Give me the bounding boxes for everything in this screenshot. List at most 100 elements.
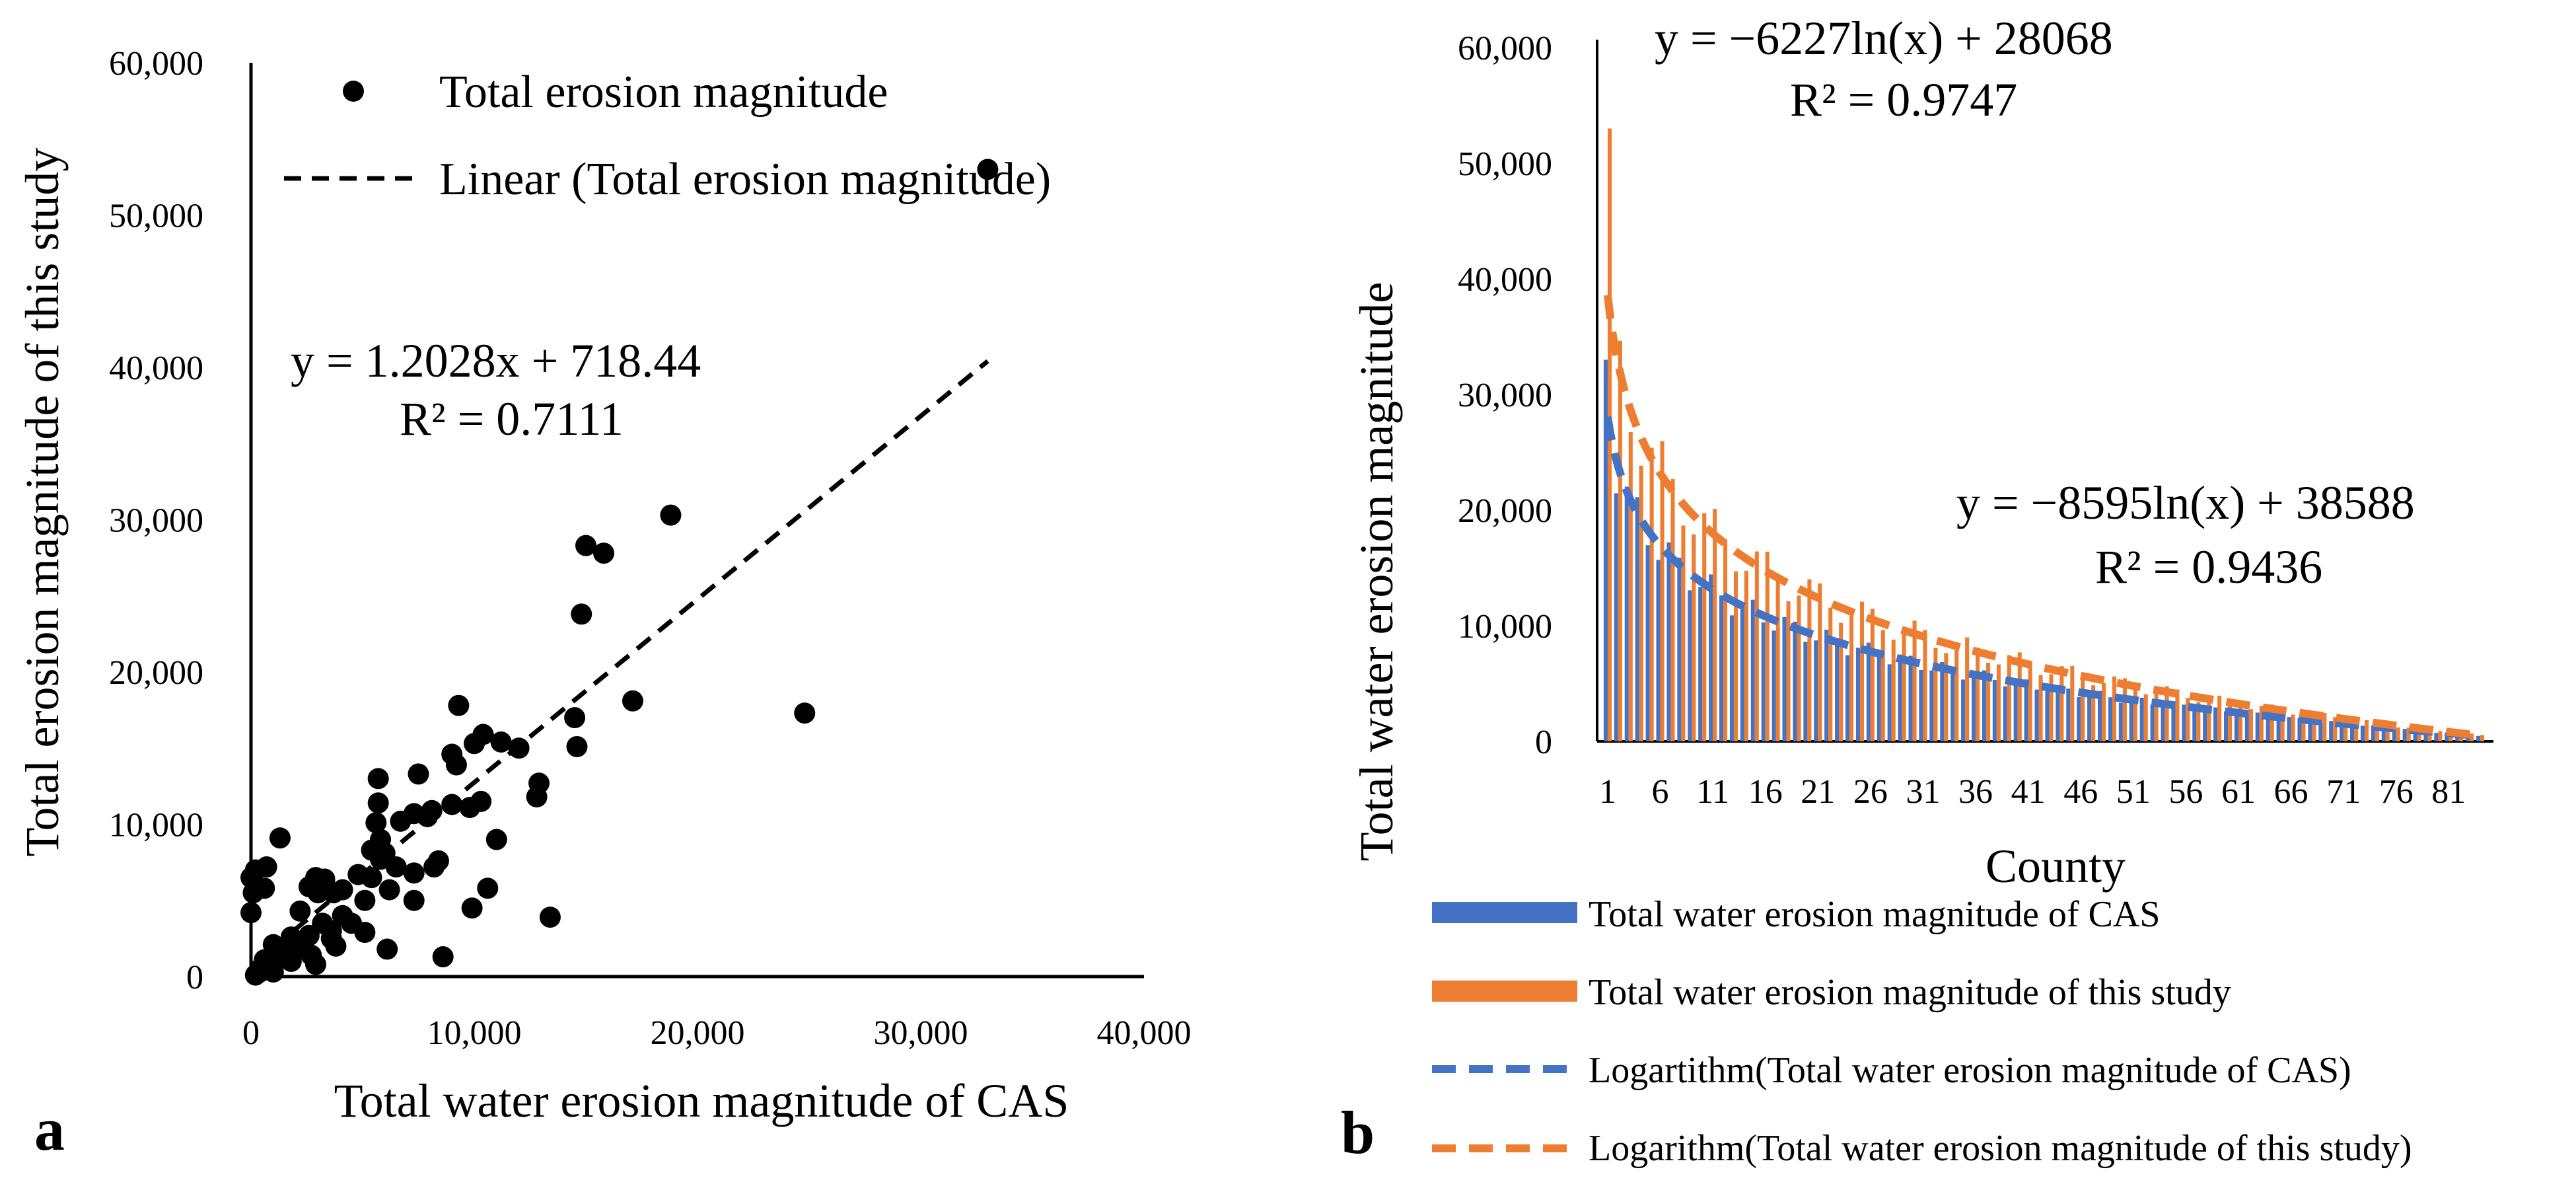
panel-a-scatter-chart: 0 10,000 20,000 30,000 40,000 50,000 60,000 0 1…	[16, 45, 1192, 1163]
panel-a-data-point	[347, 864, 369, 885]
panel-b-bar-this-study	[2122, 678, 2127, 741]
panel-b-bar-cas	[1782, 616, 1787, 741]
panel-b-bar-cas	[2381, 727, 2386, 741]
panel-b-bar-cas	[1603, 359, 1608, 741]
panel-b-bar-cas	[1771, 630, 1776, 741]
panel-b-bar-this-study	[2396, 727, 2400, 741]
panel-b-bar-cas	[1929, 670, 1934, 741]
panel-a-data-point	[390, 810, 411, 832]
panel-a-letter: a	[34, 1096, 65, 1163]
panel-b-legend-log-cas-label: Logartithm(Total water erosion magnitude…	[1589, 1050, 2351, 1091]
panel-b-bar-cas	[2097, 690, 2102, 741]
panel-b-bar-this-study	[2165, 686, 2169, 741]
panel-b-bar-cas	[2476, 735, 2481, 741]
panel-b-bar-cas	[1793, 621, 1797, 741]
panel-b-bar-cas	[2139, 697, 2144, 741]
panel-b-letter: b	[1341, 1099, 1375, 1166]
panel-b-bar-cas	[2234, 716, 2238, 741]
panel-a-x-tick-label: 10,000	[427, 1014, 522, 1052]
panel-b-y-tick-label: 10,000	[1458, 608, 1552, 646]
panel-b-bar-this-study	[2322, 713, 2327, 741]
panel-b-bar-this-study	[1828, 607, 1833, 741]
panel-b-bar-cas	[1729, 615, 1734, 741]
panel-b-legend-swatch-cas	[1432, 902, 1577, 923]
panel-a-equation: y = 1.2028x + 718.44	[291, 334, 701, 387]
panel-a-y-tick-label: 30,000	[109, 502, 203, 540]
panel-a-data-point	[571, 603, 592, 625]
panel-b-x-tick-label: 41	[2011, 773, 2046, 811]
panel-b-bar-this-study	[2259, 706, 2264, 741]
panel-a-data-point	[240, 867, 262, 889]
panel-a-data-point	[240, 902, 262, 924]
panel-a-data-point	[367, 768, 389, 790]
panel-b-bar-cas	[1971, 675, 1976, 741]
panel-b-bar-this-study	[1880, 630, 1885, 741]
panel-a-data-point	[376, 938, 398, 960]
panel-b-bar-cas	[2171, 702, 2176, 741]
panel-b-bar-cas	[1961, 679, 1966, 741]
panel-a-y-tick-label: 20,000	[109, 654, 203, 692]
panel-a-data-point	[564, 707, 586, 729]
panel-b-bar-this-study	[1902, 630, 1906, 741]
panel-b-x-tick-label: 6	[1652, 773, 1669, 811]
panel-b-bar-cas	[2223, 711, 2229, 741]
panel-b-bar-this-study	[1912, 620, 1917, 741]
panel-b-x-tick-label: 26	[1853, 773, 1888, 811]
panel-b-bar-cas	[1845, 655, 1850, 741]
panel-b-bar-cas	[2266, 717, 2270, 741]
panel-b-bar-this-study	[2112, 676, 2117, 741]
panel-b-x-tick-label: 66	[2274, 773, 2308, 811]
panel-b-bar-cas	[2413, 729, 2417, 741]
panel-b-x-tick-label: 1	[1599, 773, 1616, 811]
panel-a-y-tick-label: 0	[186, 959, 203, 996]
panel-b-legend-cas-label: Total water erosion magnitude of CAS	[1589, 894, 2160, 935]
panel-b-bar-cas	[2077, 697, 2081, 741]
panel-b-bar-cas	[2003, 686, 2007, 741]
panel-b-bar-cas	[1688, 590, 1692, 741]
panel-a-data-point	[354, 889, 376, 911]
panel-b-bar-cas	[2329, 721, 2334, 741]
panel-b-bar-this-study	[1786, 601, 1791, 741]
panel-a-data-point	[445, 754, 467, 776]
panel-b-bar-this-study	[1839, 622, 1843, 741]
panel-b-bar-cas	[1740, 603, 1744, 741]
panel-b-bar-this-study	[1923, 630, 1927, 741]
panel-b-bar-this-study	[1692, 534, 1696, 741]
panel-b-bar-cas	[2423, 732, 2428, 741]
panel-b-bar-this-study	[1702, 513, 1707, 741]
panel-b-bar-this-study	[2301, 716, 2306, 741]
panel-b-bar-cas	[2045, 691, 2050, 741]
panel-a-data-point	[794, 702, 816, 724]
panel-b-bar-this-study	[1986, 662, 1991, 741]
panel-b-bar-cas	[2402, 729, 2407, 741]
panel-b-equation-top: y = −6227ln(x) + 28068	[1655, 12, 2113, 65]
panel-b-bar-cas	[1803, 642, 1808, 741]
panel-b-bar-this-study	[2312, 713, 2316, 741]
panel-b-bar-cas	[1898, 654, 1902, 741]
panel-b-x-tick-label: 31	[1906, 773, 1940, 811]
panel-b-bar-cas	[1814, 640, 1818, 741]
panel-b-bar-cas	[1824, 629, 1829, 741]
panel-b-x-tick-label: 76	[2379, 773, 2414, 811]
panel-b-bar-cas	[2024, 679, 2028, 741]
panel-a-y-axis-label: Total erosion magnitude of this study	[16, 148, 69, 857]
panel-b-bar-this-study	[1670, 478, 1675, 741]
panel-b-bar-cas	[1656, 560, 1661, 741]
panel-b-bar-this-study	[1996, 664, 2001, 741]
panel-a-x-tick-label: 40,000	[1097, 1014, 1192, 1052]
panel-a-data-point	[459, 797, 481, 819]
panel-b-bar-this-study	[1797, 595, 1801, 741]
panel-a-legend-scatter-label: Total erosion magnitude	[439, 67, 888, 118]
panel-a-data-point	[485, 829, 507, 850]
panel-b-bar-this-study	[1775, 579, 1780, 741]
panel-b-bar-this-study	[2406, 727, 2411, 741]
panel-b-bar-this-study	[2248, 709, 2253, 741]
panel-a-data-point	[269, 827, 291, 849]
panel-a-y-tick-label: 10,000	[109, 807, 203, 844]
panel-b-bar-cas	[2066, 688, 2071, 741]
panel-b-bar-cas	[1835, 640, 1840, 741]
panel-b-bar-cas	[2434, 733, 2439, 741]
panel-a-y-tick-label: 40,000	[109, 350, 203, 387]
panel-b-bar-this-study	[2480, 735, 2485, 741]
panel-b-bar-this-study	[2238, 706, 2243, 741]
